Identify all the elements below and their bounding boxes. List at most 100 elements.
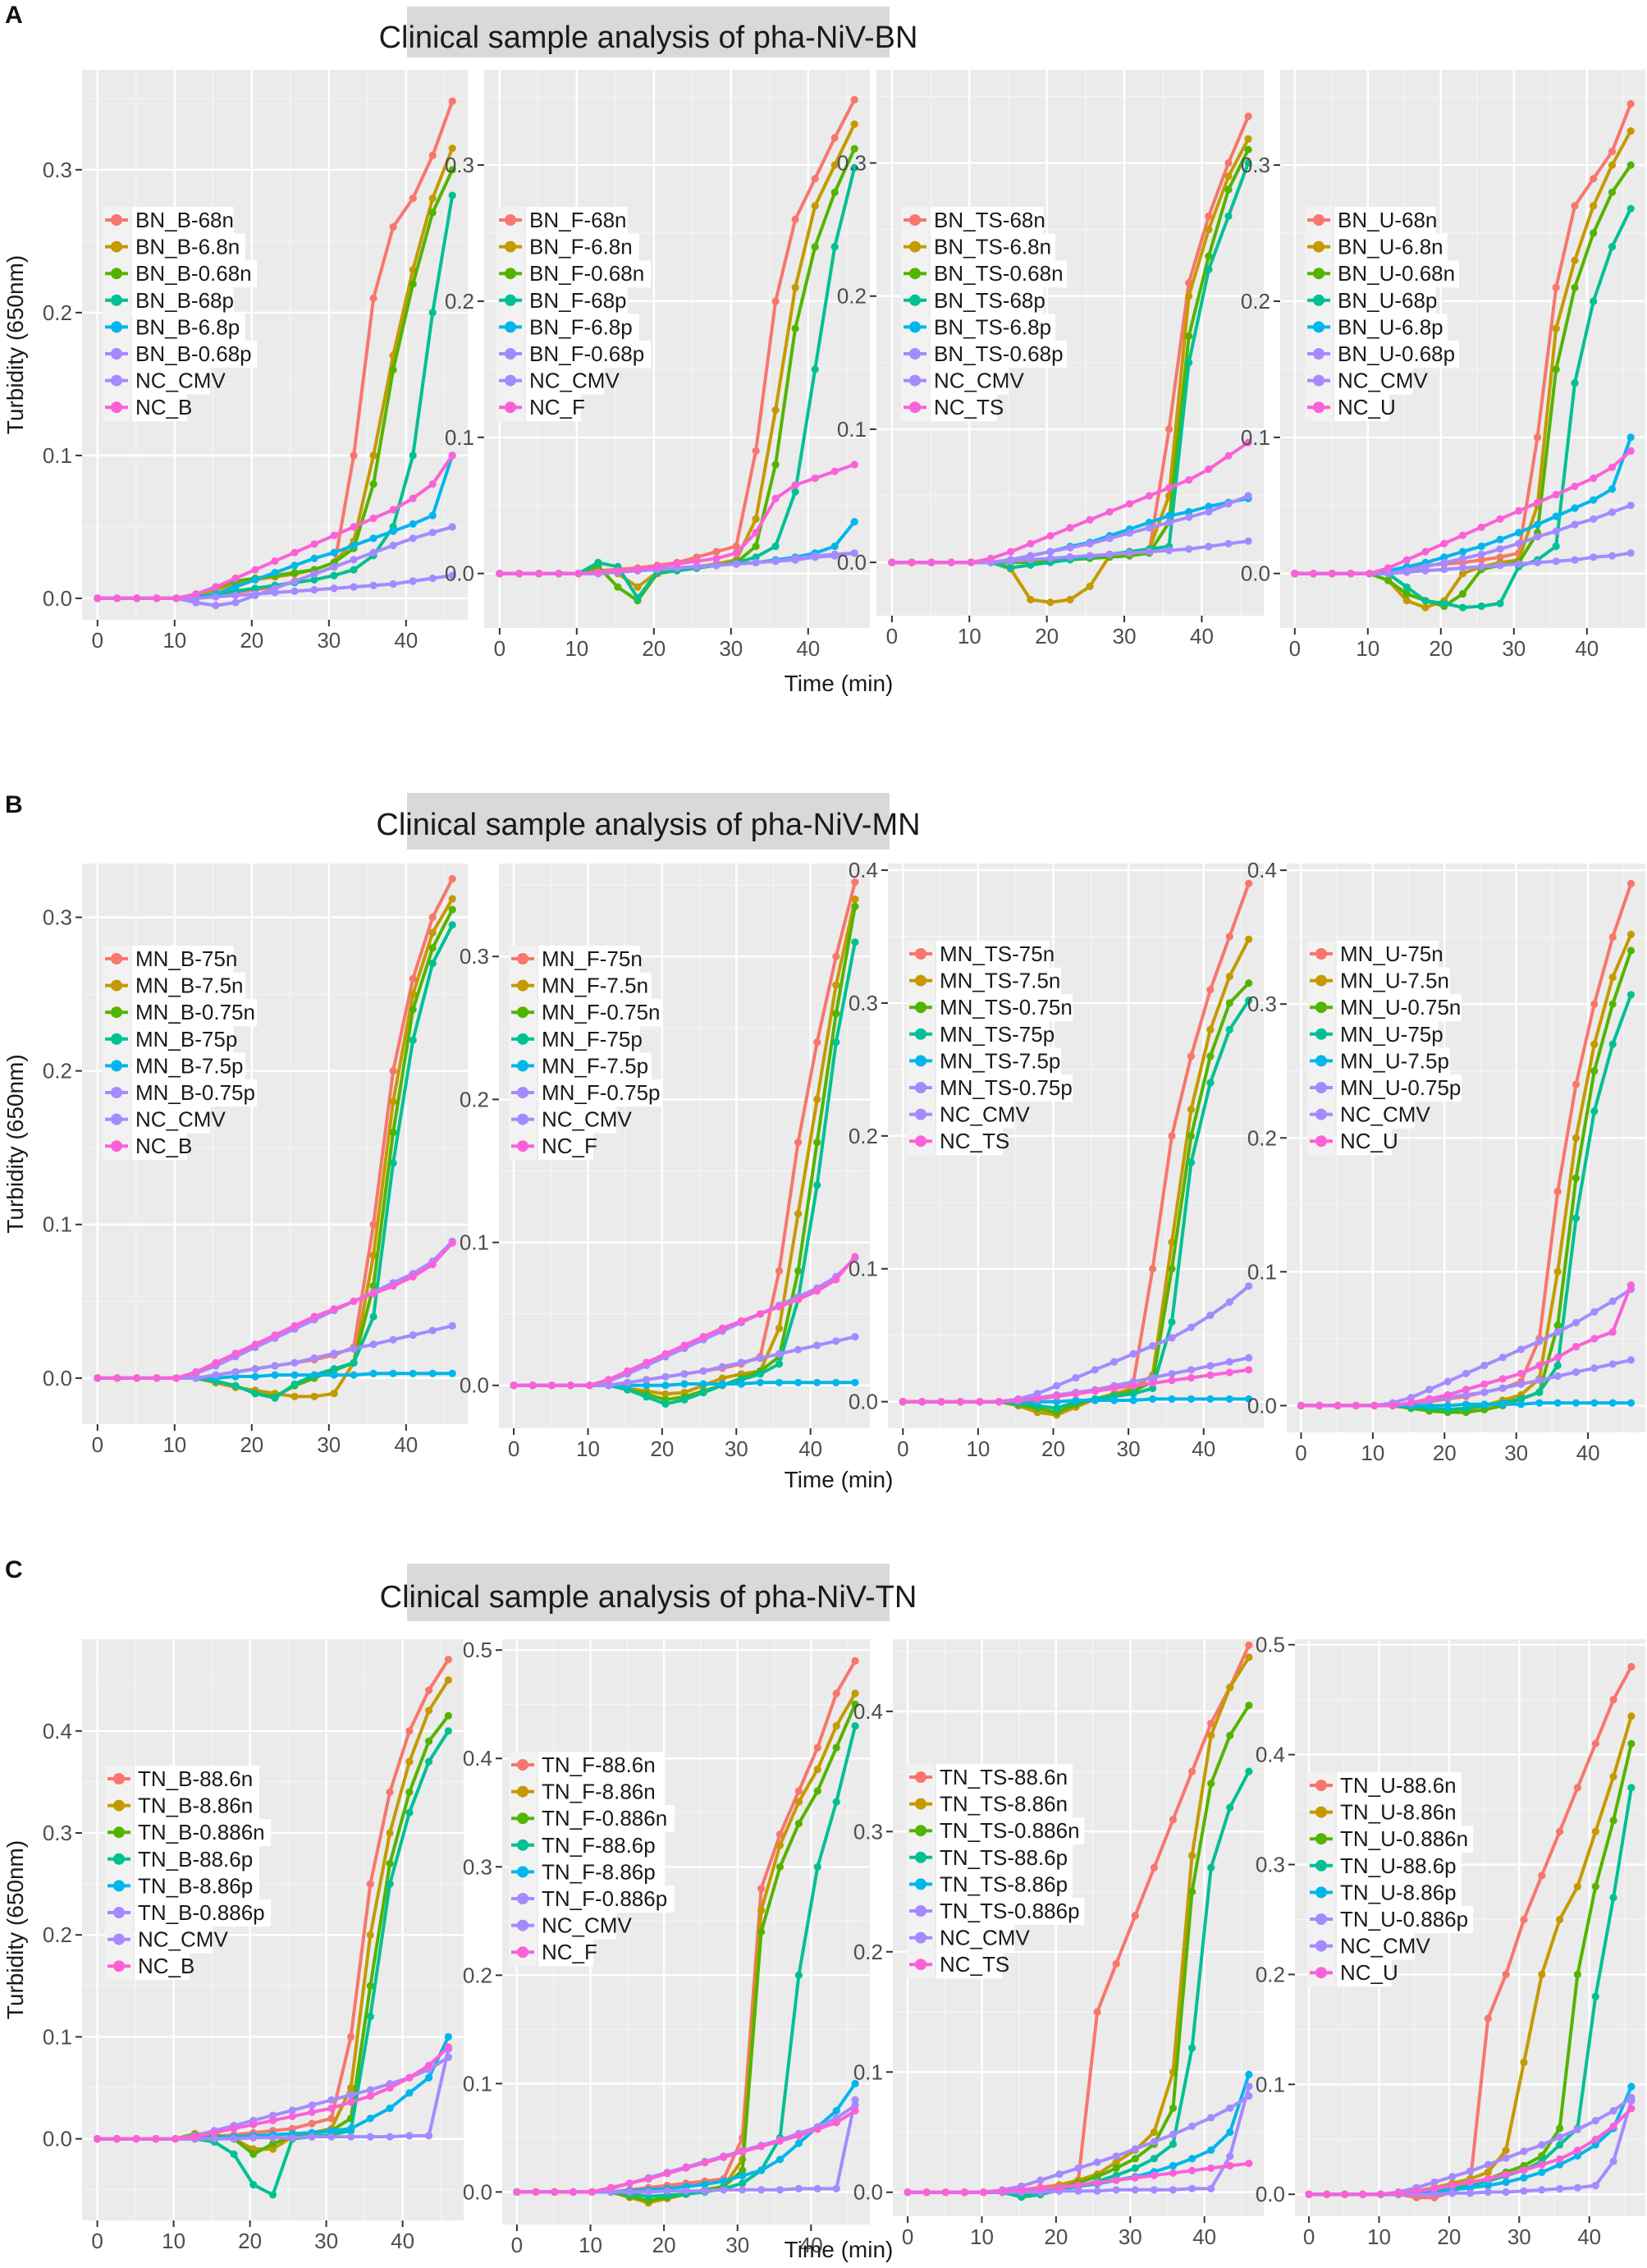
data-point xyxy=(251,1390,259,1398)
data-point xyxy=(850,460,858,469)
data-point xyxy=(813,1787,821,1795)
data-point xyxy=(1538,2168,1546,2176)
legend-label-bg xyxy=(1337,1906,1474,1933)
data-point xyxy=(212,583,220,591)
data-point xyxy=(1520,2174,1528,2182)
data-point xyxy=(1626,930,1636,938)
data-point xyxy=(448,895,456,903)
legend-label-bg xyxy=(1334,341,1459,368)
legend-key-point xyxy=(915,1905,926,1917)
data-point xyxy=(1608,1297,1617,1305)
legend-label-bg xyxy=(526,341,651,368)
data-point xyxy=(732,560,740,568)
legend-key-point xyxy=(1315,1108,1327,1120)
data-point xyxy=(995,1398,1003,1406)
legend-label-bg xyxy=(132,972,245,1000)
data-point xyxy=(308,2133,316,2141)
data-point xyxy=(732,549,740,557)
data-point xyxy=(832,2106,840,2115)
data-point xyxy=(310,570,318,578)
data-point xyxy=(1515,560,1523,568)
data-point xyxy=(251,566,259,574)
legend-label: BN_TS-0.68n xyxy=(934,261,1064,286)
data-point xyxy=(291,1392,299,1400)
legend-label: BN_B-68n xyxy=(135,208,234,232)
data-point xyxy=(1627,2093,1636,2101)
data-point xyxy=(1145,492,1154,500)
series-NC_TS xyxy=(904,2160,1253,2197)
data-point xyxy=(350,566,358,574)
data-point xyxy=(794,1295,803,1304)
y-tick-label: 0.0 xyxy=(43,586,72,611)
data-point xyxy=(249,2150,258,2158)
y-tick-label: 0.1 xyxy=(43,2024,72,2049)
y-tick-label: 0.2 xyxy=(460,1087,489,1111)
legend-label: TN_F-8.86p xyxy=(542,1859,656,1884)
legend-key-point xyxy=(915,1108,926,1120)
y-tick-label: 0.0 xyxy=(43,1366,72,1391)
data-point xyxy=(851,878,859,887)
y-tick-label: 0.0 xyxy=(445,561,474,586)
data-point xyxy=(1553,1328,1562,1336)
x-tick-label: 20 xyxy=(1041,1436,1065,1461)
data-point xyxy=(1168,1317,1176,1326)
data-point xyxy=(428,208,437,217)
legend-label-bg xyxy=(1337,941,1439,968)
legend-label-bg xyxy=(1337,1798,1462,1826)
data-point xyxy=(1421,597,1430,605)
data-point xyxy=(444,2043,453,2051)
y-tick-label: 0.0 xyxy=(849,1390,878,1414)
x-tick-label: 30 xyxy=(725,1436,748,1461)
data-point xyxy=(1053,1381,1061,1390)
data-point xyxy=(1402,556,1411,564)
data-point xyxy=(1608,147,1617,156)
data-point xyxy=(1370,1401,1379,1409)
data-point xyxy=(1533,433,1542,442)
legend-label-bg xyxy=(936,967,1061,995)
legend-label-bg xyxy=(1337,994,1462,1022)
data-point xyxy=(1590,1335,1599,1343)
y-tick-label: 0.0 xyxy=(853,2180,883,2205)
data-point xyxy=(230,2150,238,2158)
legend-key-point xyxy=(1315,1833,1327,1845)
data-point xyxy=(1608,1360,1617,1368)
legend-key-point xyxy=(505,241,516,253)
data-point xyxy=(1571,378,1579,387)
data-point xyxy=(369,1282,377,1290)
data-point xyxy=(448,166,456,174)
data-point xyxy=(1207,2164,1215,2172)
data-point xyxy=(1571,482,1579,491)
legend-label: MN_TS-7.5n xyxy=(940,969,1060,993)
legend: MN_U-75nMN_U-7.5nMN_U-0.75nMN_U-75pMN_U-… xyxy=(1307,941,1462,1156)
data-point xyxy=(389,365,397,374)
y-tick-label: 0.3 xyxy=(853,1819,883,1844)
data-point xyxy=(1205,226,1213,234)
y-tick-label: 0.1 xyxy=(445,425,474,450)
data-point xyxy=(389,1159,397,1167)
data-point xyxy=(1572,1174,1581,1182)
legend-label: NC_TS xyxy=(940,1952,1009,1977)
data-point xyxy=(1496,553,1504,561)
legend-key-point xyxy=(1315,1859,1327,1872)
legend-label: NC_CMV xyxy=(1338,369,1428,393)
data-point xyxy=(1533,533,1542,541)
data-point xyxy=(405,2089,414,2097)
data-point xyxy=(1430,2184,1439,2193)
data-point xyxy=(133,1374,141,1382)
data-point xyxy=(369,581,377,589)
data-point xyxy=(1402,568,1411,576)
x-tick-label: 0 xyxy=(902,2224,913,2249)
y-tick-label: 0.4 xyxy=(43,1719,72,1743)
data-point xyxy=(1552,283,1560,291)
data-point xyxy=(680,1380,689,1388)
legend-label: NC_CMV xyxy=(135,1107,226,1132)
panel-BN_TS: 0 10 20 30 40 0.0 0.1 0.2 0.3 BN_TS-68n BN_TS-6.8n… xyxy=(837,70,1264,648)
legend-key-point xyxy=(915,1851,926,1863)
data-point xyxy=(1206,986,1215,994)
x-tick-label: 30 xyxy=(1504,1441,1528,1465)
data-point xyxy=(757,2142,766,2151)
data-point xyxy=(1168,1370,1176,1378)
data-point xyxy=(752,447,760,456)
data-point xyxy=(1131,1912,1139,1920)
x-tick-label: 20 xyxy=(1035,624,1059,648)
